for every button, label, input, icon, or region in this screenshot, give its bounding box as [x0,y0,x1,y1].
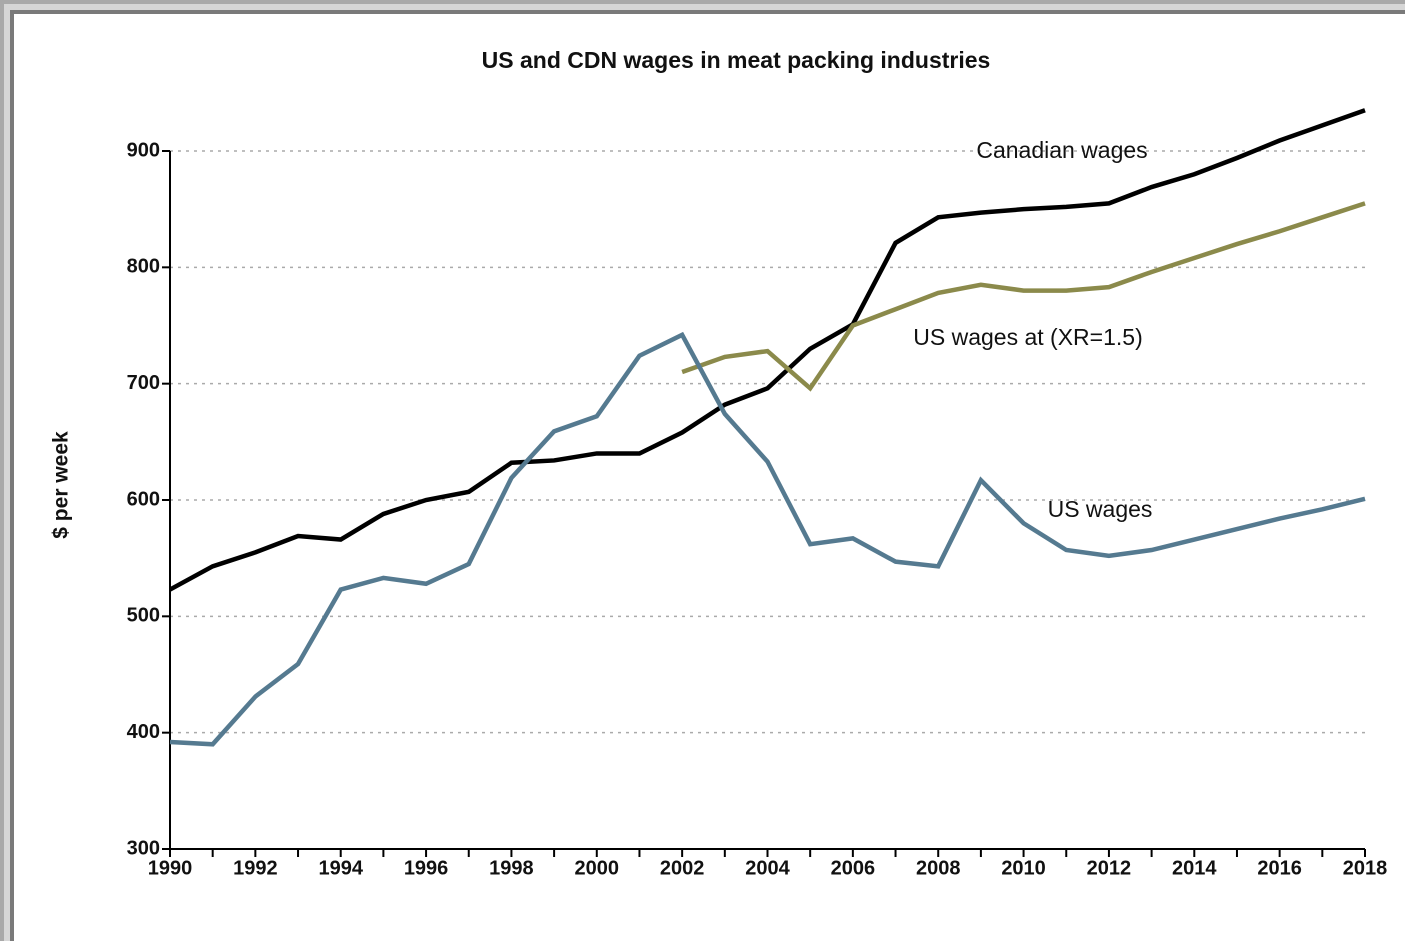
x-tick-label: 2004 [745,857,790,879]
x-tick-label: 1992 [233,857,278,879]
y-axis-label: $ per week [50,431,73,539]
x-tick-label: 2002 [660,857,705,879]
x-tick-label: 2014 [1172,857,1217,879]
y-tick-label: 400 [127,721,160,743]
series-label: US wages [1048,496,1153,522]
series-line [169,331,1366,747]
y-tick-label: 600 [127,488,160,510]
x-tick-label: 2010 [1001,857,1046,879]
x-tick-label: 2006 [831,857,876,879]
x-tick-label: 1990 [148,857,193,879]
series-line [681,201,1366,392]
plot-area: 300 400 500 600 700 800 900 1990 1992 1994 1996 199… [127,108,1388,879]
x-tick-label: 2008 [916,857,961,879]
x-tick-label: 2000 [575,857,620,879]
y-tick-label: 900 [127,139,160,161]
x-tick-label: 1998 [489,857,534,879]
x-tick-label: 2012 [1087,857,1132,879]
series-label: Canadian wages [976,137,1147,163]
y-tick-label: 500 [127,605,160,627]
x-tick-label: 1994 [318,857,363,879]
x-tick-label: 2018 [1343,857,1388,879]
x-tick-label: 2016 [1257,857,1302,879]
series-line [168,108,1366,592]
y-tick-label: 700 [127,372,160,394]
chart-title: US and CDN wages in meat packing industr… [482,47,991,73]
chart-background [14,14,1405,941]
y-tick-label: 800 [127,256,160,278]
y-tick-label: 300 [127,837,160,859]
series-label: US wages at (XR=1.5) [913,324,1142,350]
x-tick-label: 1996 [404,857,449,879]
